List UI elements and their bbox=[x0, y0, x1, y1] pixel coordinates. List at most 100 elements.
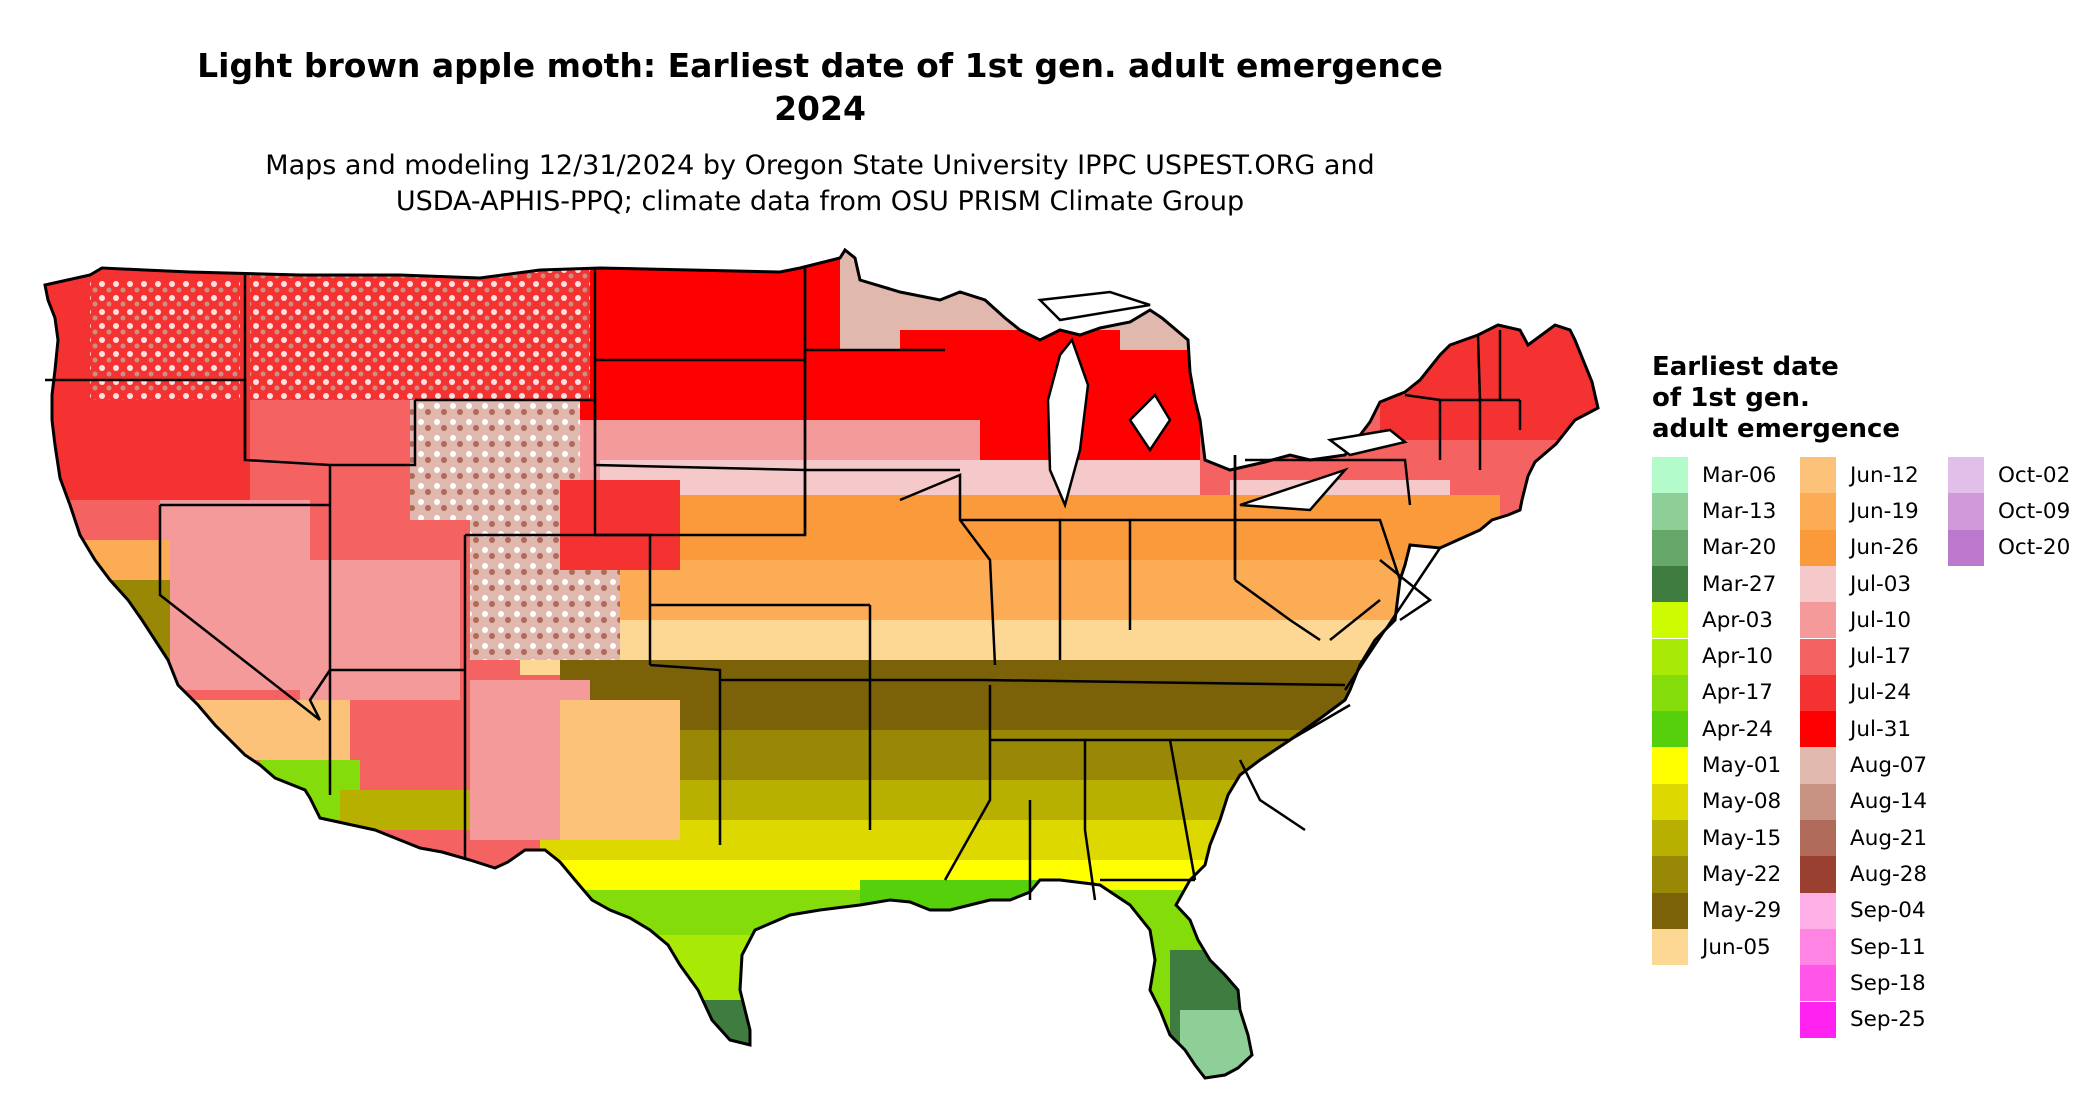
subtitle-line-1: Maps and modeling 12/31/2024 by Oregon S… bbox=[265, 150, 1375, 181]
legend-label: Aug-21 bbox=[1850, 825, 1928, 851]
legend-item: Jul-24 bbox=[1800, 674, 1912, 712]
legend-label: Apr-10 bbox=[1702, 644, 1773, 670]
legend-label: Aug-07 bbox=[1850, 753, 1928, 779]
legend-label: Jul-10 bbox=[1850, 607, 1912, 633]
legend-title-line-3: adult emergence bbox=[1652, 414, 1901, 444]
legend-swatch bbox=[1652, 457, 1688, 494]
legend-swatch bbox=[1948, 457, 1984, 494]
legend-swatch bbox=[1800, 711, 1836, 748]
legend-item: Oct-02 bbox=[1948, 457, 2071, 494]
legend-item: Aug-28 bbox=[1800, 856, 1928, 893]
legend-swatch bbox=[1800, 820, 1836, 857]
legend-label: Oct-20 bbox=[1998, 535, 2071, 561]
legend-item: Apr-03 bbox=[1652, 602, 1773, 639]
legend-label: Jul-24 bbox=[1850, 680, 1912, 706]
legend-item: May-08 bbox=[1652, 783, 1781, 820]
legend-item: Mar-20 bbox=[1652, 529, 1777, 566]
legend-item: Jul-31 bbox=[1800, 711, 1911, 748]
legend-item: Mar-27 bbox=[1652, 565, 1777, 603]
legend-swatch bbox=[1652, 783, 1688, 820]
legend-item: Sep-04 bbox=[1800, 892, 1926, 929]
legend-item: Apr-10 bbox=[1652, 638, 1773, 675]
legend-swatch bbox=[1800, 747, 1836, 784]
legend-swatch bbox=[1652, 674, 1688, 712]
legend-label: Sep-18 bbox=[1850, 970, 1926, 996]
legend-swatch bbox=[1800, 493, 1836, 530]
legend-items: Mar-06 Mar-13 Mar-20 Mar-27 Apr-03 Apr-10 Apr-… bbox=[1652, 457, 2100, 1038]
legend-swatch bbox=[1652, 892, 1688, 929]
legend-label: Jul-03 bbox=[1850, 571, 1912, 597]
legend-item: Apr-24 bbox=[1652, 711, 1773, 748]
legend-item: Jun-12 bbox=[1800, 457, 1919, 494]
legend-label: Aug-14 bbox=[1850, 789, 1928, 815]
legend-item: Aug-07 bbox=[1800, 747, 1928, 784]
subtitle-line-2: USDA-APHIS-PPQ; climate data from OSU PR… bbox=[395, 186, 1245, 217]
legend-label: Apr-17 bbox=[1702, 680, 1773, 706]
legend-label: Apr-03 bbox=[1702, 607, 1773, 633]
title-line-1: Light brown apple moth: Earliest date of… bbox=[197, 46, 1443, 85]
legend-swatch bbox=[1800, 892, 1836, 929]
legend-swatch bbox=[1800, 856, 1836, 893]
legend-label: Aug-28 bbox=[1850, 861, 1928, 887]
legend-item: Jul-03 bbox=[1800, 565, 1912, 603]
legend-label: Oct-09 bbox=[1998, 498, 2071, 524]
legend-label: Oct-02 bbox=[1998, 462, 2071, 488]
legend-item: May-22 bbox=[1652, 856, 1782, 893]
legend-label: Sep-04 bbox=[1850, 898, 1926, 924]
legend-title-line-1: Earliest date bbox=[1652, 352, 1839, 382]
legend-swatch bbox=[1800, 965, 1836, 1002]
legend-swatch bbox=[1800, 1001, 1836, 1038]
legend-swatch bbox=[1652, 602, 1688, 639]
legend-label: Apr-24 bbox=[1702, 716, 1773, 742]
legend-item: Jun-19 bbox=[1800, 493, 1919, 530]
legend-label: Mar-20 bbox=[1702, 535, 1777, 561]
legend-label: Jun-12 bbox=[1850, 462, 1919, 488]
legend-label: Jun-05 bbox=[1702, 934, 1771, 960]
legend-label: May-15 bbox=[1702, 825, 1782, 851]
legend: Earliest date of 1st gen. adult emergenc… bbox=[1652, 352, 2100, 1038]
legend-item: Sep-25 bbox=[1800, 1001, 1926, 1038]
legend-item: Mar-13 bbox=[1652, 493, 1777, 530]
state-borders bbox=[45, 268, 1522, 901]
legend-label: Mar-13 bbox=[1702, 498, 1777, 524]
legend-item: Jun-26 bbox=[1800, 529, 1919, 566]
legend-item: Oct-09 bbox=[1948, 493, 2071, 530]
legend-swatch bbox=[1652, 820, 1688, 857]
legend-label: Jul-17 bbox=[1850, 644, 1912, 670]
legend-item: Apr-17 bbox=[1652, 674, 1773, 712]
emergence-date-raster bbox=[45, 250, 1598, 1078]
legend-item: Aug-14 bbox=[1800, 783, 1928, 820]
legend-item: May-29 bbox=[1652, 892, 1782, 929]
legend-swatch bbox=[1948, 529, 1984, 566]
great-lakes bbox=[1037, 290, 1408, 512]
legend-label: Jun-26 bbox=[1850, 535, 1919, 561]
legend-swatch bbox=[1652, 493, 1688, 530]
legend-label: May-22 bbox=[1702, 861, 1782, 887]
legend-swatch bbox=[1652, 638, 1688, 675]
map-subtitle: Maps and modeling 12/31/2024 by Oregon S… bbox=[40, 148, 1600, 220]
legend-item: Sep-11 bbox=[1800, 928, 1926, 966]
legend-label: Mar-27 bbox=[1702, 571, 1777, 597]
legend-item: May-15 bbox=[1652, 820, 1782, 857]
legend-swatch bbox=[1652, 529, 1688, 566]
legend-title: Earliest date of 1st gen. adult emergenc… bbox=[1652, 352, 2100, 445]
legend-label: May-01 bbox=[1702, 753, 1782, 779]
legend-item: May-01 bbox=[1652, 747, 1782, 784]
legend-swatch bbox=[1800, 602, 1836, 639]
title-line-2: 2024 bbox=[774, 89, 866, 128]
legend-item: Jul-17 bbox=[1800, 638, 1912, 675]
legend-item: Mar-06 bbox=[1652, 457, 1776, 494]
map-title: Light brown apple moth: Earliest date of… bbox=[40, 44, 1600, 130]
legend-swatch bbox=[1652, 747, 1688, 784]
legend-label: May-29 bbox=[1702, 898, 1782, 924]
legend-swatch bbox=[1652, 711, 1688, 748]
legend-item: Oct-20 bbox=[1948, 529, 2071, 566]
legend-swatch bbox=[1800, 565, 1836, 603]
legend-swatch bbox=[1652, 856, 1688, 893]
legend-title-line-2: of 1st gen. bbox=[1652, 383, 1810, 413]
legend-label: Sep-25 bbox=[1850, 1007, 1926, 1033]
legend-item: Jul-10 bbox=[1800, 602, 1912, 639]
legend-swatch bbox=[1800, 783, 1836, 820]
legend-swatch bbox=[1800, 457, 1836, 494]
